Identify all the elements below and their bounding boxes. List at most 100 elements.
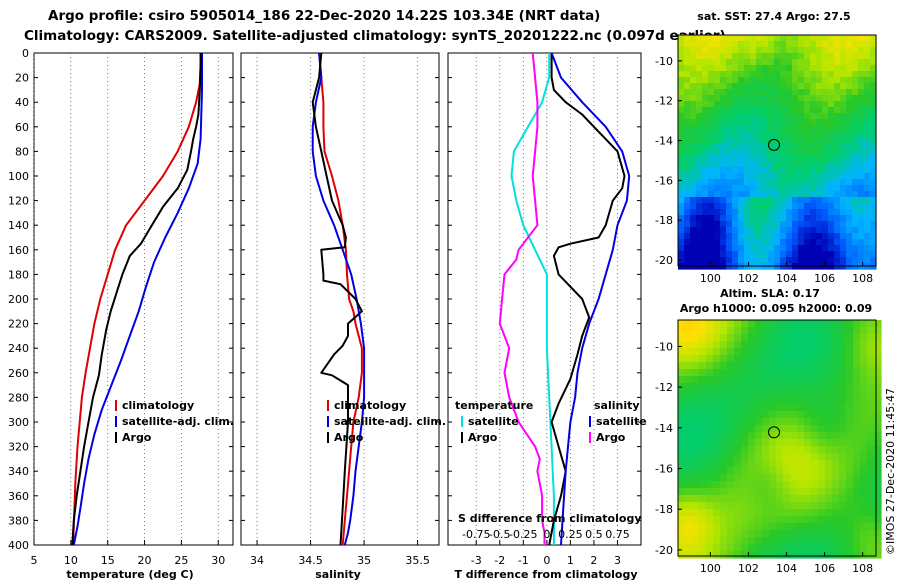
x-tick-label: 20 xyxy=(138,554,152,567)
map-cell xyxy=(874,341,882,349)
map-cell xyxy=(810,53,817,60)
map-cell xyxy=(786,245,793,252)
map-cell xyxy=(750,119,757,126)
map-cell xyxy=(678,107,685,114)
map-cell xyxy=(738,251,745,258)
map-cell xyxy=(776,334,784,342)
map-cell xyxy=(858,221,865,228)
map-cell xyxy=(685,460,693,468)
map-cell xyxy=(678,460,686,468)
map-cell xyxy=(732,221,739,228)
map-cell xyxy=(748,467,756,475)
y-tick-label: 0 xyxy=(22,47,29,60)
map-cell xyxy=(768,131,775,138)
map-cell xyxy=(762,161,769,168)
map-cell xyxy=(768,167,775,174)
map-cell xyxy=(828,197,835,204)
map-cell xyxy=(738,221,745,228)
map-cell xyxy=(714,155,721,162)
map-cell xyxy=(867,418,875,426)
map-cell xyxy=(822,161,829,168)
map-cell xyxy=(756,125,763,132)
map-cell xyxy=(790,544,798,552)
y-tick-label: 120 xyxy=(8,195,29,208)
map-cell xyxy=(708,41,715,48)
map-cell xyxy=(790,523,798,531)
map-cell xyxy=(786,251,793,258)
map-cell xyxy=(699,362,707,370)
map-cell xyxy=(756,77,763,84)
map-cell xyxy=(828,131,835,138)
map-cell xyxy=(744,161,751,168)
map-cell xyxy=(797,362,805,370)
map-cell xyxy=(822,233,829,240)
map-cell xyxy=(678,53,685,60)
map-cell xyxy=(816,245,823,252)
map-cell xyxy=(699,544,707,552)
map-cell xyxy=(699,439,707,447)
map-cell xyxy=(816,41,823,48)
map-cell xyxy=(852,227,859,234)
map-cell xyxy=(684,53,691,60)
map-cell xyxy=(713,453,721,461)
map-cell xyxy=(732,215,739,222)
map-cell xyxy=(846,167,853,174)
map-cell xyxy=(708,227,715,234)
map-cell xyxy=(727,334,735,342)
map-cell xyxy=(755,544,763,552)
map-cell xyxy=(818,467,826,475)
map-cell xyxy=(748,530,756,538)
map-cell xyxy=(816,143,823,150)
map-cell xyxy=(708,65,715,72)
map-cell xyxy=(853,530,861,538)
map-cell xyxy=(720,65,727,72)
map-cell xyxy=(797,439,805,447)
map-cell xyxy=(804,113,811,120)
map-cell xyxy=(756,107,763,114)
map-cell xyxy=(756,53,763,60)
map-cell xyxy=(756,113,763,120)
s-diff-tick-label: 0.75 xyxy=(605,528,630,541)
map-cell xyxy=(726,59,733,66)
map-cell xyxy=(874,425,882,433)
map-cell xyxy=(811,523,819,531)
map-cell xyxy=(708,137,715,144)
map-cell xyxy=(769,418,777,426)
map-cell xyxy=(685,418,693,426)
map-cell xyxy=(702,155,709,162)
map-cell xyxy=(828,59,835,66)
map-cell xyxy=(853,348,861,356)
x-tick-label: -3 xyxy=(471,554,482,567)
map-cell xyxy=(858,137,865,144)
map-cell xyxy=(822,173,829,180)
map-cell xyxy=(804,530,812,538)
map-cell xyxy=(870,71,877,78)
map-cell xyxy=(834,143,841,150)
map-cell xyxy=(762,334,770,342)
map-cell xyxy=(685,537,693,545)
map-cell xyxy=(797,334,805,342)
map-cell xyxy=(790,404,798,412)
map-cell xyxy=(839,537,847,545)
map-cell xyxy=(811,411,819,419)
map-cell xyxy=(858,53,865,60)
map-cell xyxy=(692,488,700,496)
map-cell xyxy=(690,155,697,162)
map-cell xyxy=(828,89,835,96)
map-cell xyxy=(706,376,714,384)
map-cell xyxy=(684,59,691,66)
series-line-satellite xyxy=(72,53,203,545)
map-cell xyxy=(839,551,847,559)
map-cell xyxy=(706,530,714,538)
y-tick-label: 220 xyxy=(8,318,29,331)
map-cell xyxy=(811,467,819,475)
map-cell xyxy=(839,509,847,517)
map-cell xyxy=(714,35,721,42)
map-cell xyxy=(852,149,859,156)
map-cell xyxy=(738,245,745,252)
map-cell xyxy=(858,245,865,252)
map-cell xyxy=(768,227,775,234)
map-cell xyxy=(804,83,811,90)
map-cell xyxy=(708,197,715,204)
map-cell xyxy=(825,502,833,510)
